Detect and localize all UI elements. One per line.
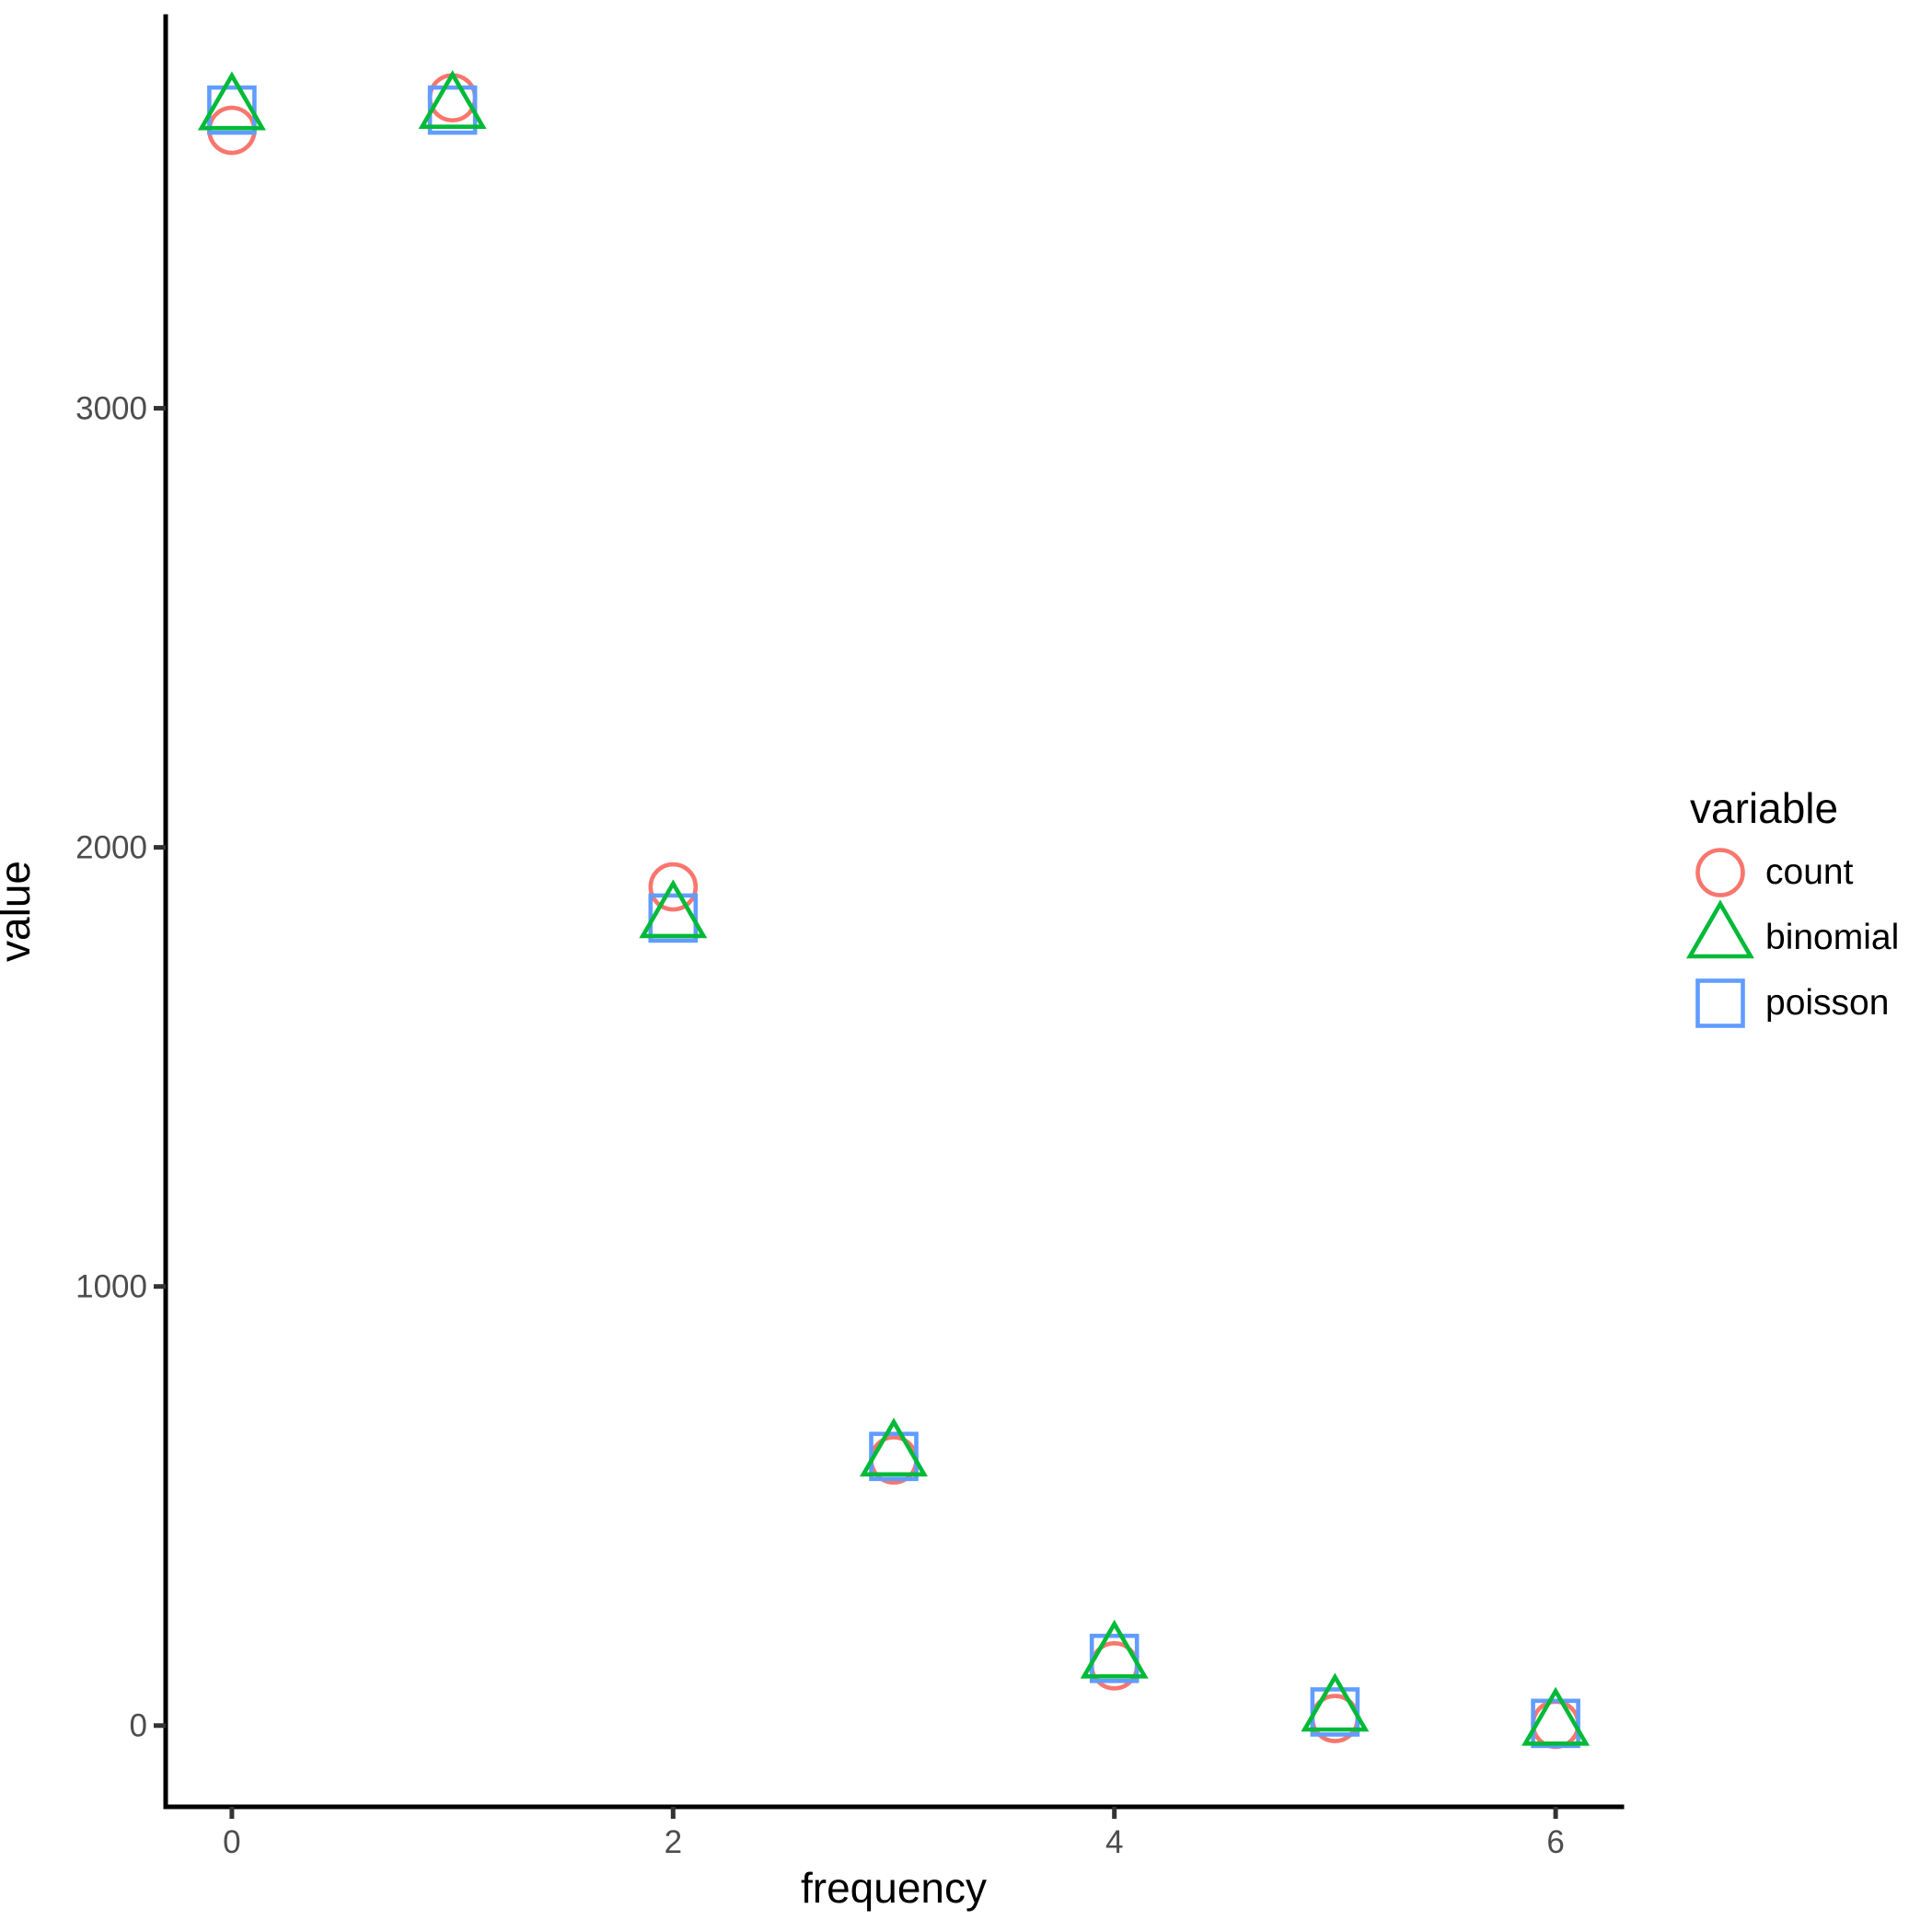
x-tick-label: 2: [665, 1824, 682, 1860]
y-tick-label: 3000: [75, 391, 147, 427]
circle-marker-icon: [1695, 847, 1745, 897]
x-tick-label: 6: [1546, 1824, 1564, 1860]
legend-entry-poisson: poisson: [1690, 970, 1899, 1035]
legend-rows: count binomial poisson: [1686, 839, 1900, 1035]
legend: variable count binomial poisson: [1686, 784, 1900, 1035]
legend-label-poisson: poisson: [1765, 982, 1890, 1023]
triangle-marker-icon: [1686, 898, 1754, 958]
marker-square-poisson-x0: [207, 85, 257, 135]
legend-label-count: count: [1765, 851, 1854, 892]
marker-triangle-binomial-x3: [860, 1417, 928, 1477]
axis-lines: [163, 14, 1625, 1810]
x-tick-label: 0: [223, 1824, 240, 1860]
marker-triangle-binomial-x1: [418, 70, 487, 130]
marker-circle-count-x2: [648, 862, 699, 912]
y-tick-label: 0: [130, 1708, 147, 1744]
marker-triangle-binomial-x0: [197, 71, 266, 131]
marker-circle-count-x6: [1531, 1699, 1580, 1750]
marker-square-poisson-x2: [648, 893, 699, 943]
marker-square-poisson-x3: [869, 1431, 919, 1482]
x-tick-label: 4: [1105, 1824, 1123, 1860]
marker-circle-count-x0: [207, 105, 257, 156]
marker-square-poisson-x6: [1531, 1698, 1580, 1749]
y-tick-label: 2000: [75, 830, 147, 866]
marker-triangle-binomial-x6: [1521, 1686, 1591, 1746]
legend-entry-binomial: binomial: [1686, 898, 1900, 970]
legend-entry-count: count: [1690, 839, 1899, 905]
legend-label-binomial: binomial: [1765, 917, 1900, 957]
marker-triangle-binomial-x2: [639, 879, 708, 939]
x-axis-title: frequency: [800, 1864, 987, 1912]
legend-title: variable: [1690, 784, 1839, 832]
marker-triangle-binomial-x4: [1080, 1619, 1149, 1679]
square-marker-icon: [1695, 978, 1745, 1028]
y-tick-label: 1000: [75, 1269, 147, 1305]
marker-triangle-binomial-x5: [1301, 1672, 1370, 1732]
marker-square-poisson-x4: [1089, 1633, 1140, 1683]
